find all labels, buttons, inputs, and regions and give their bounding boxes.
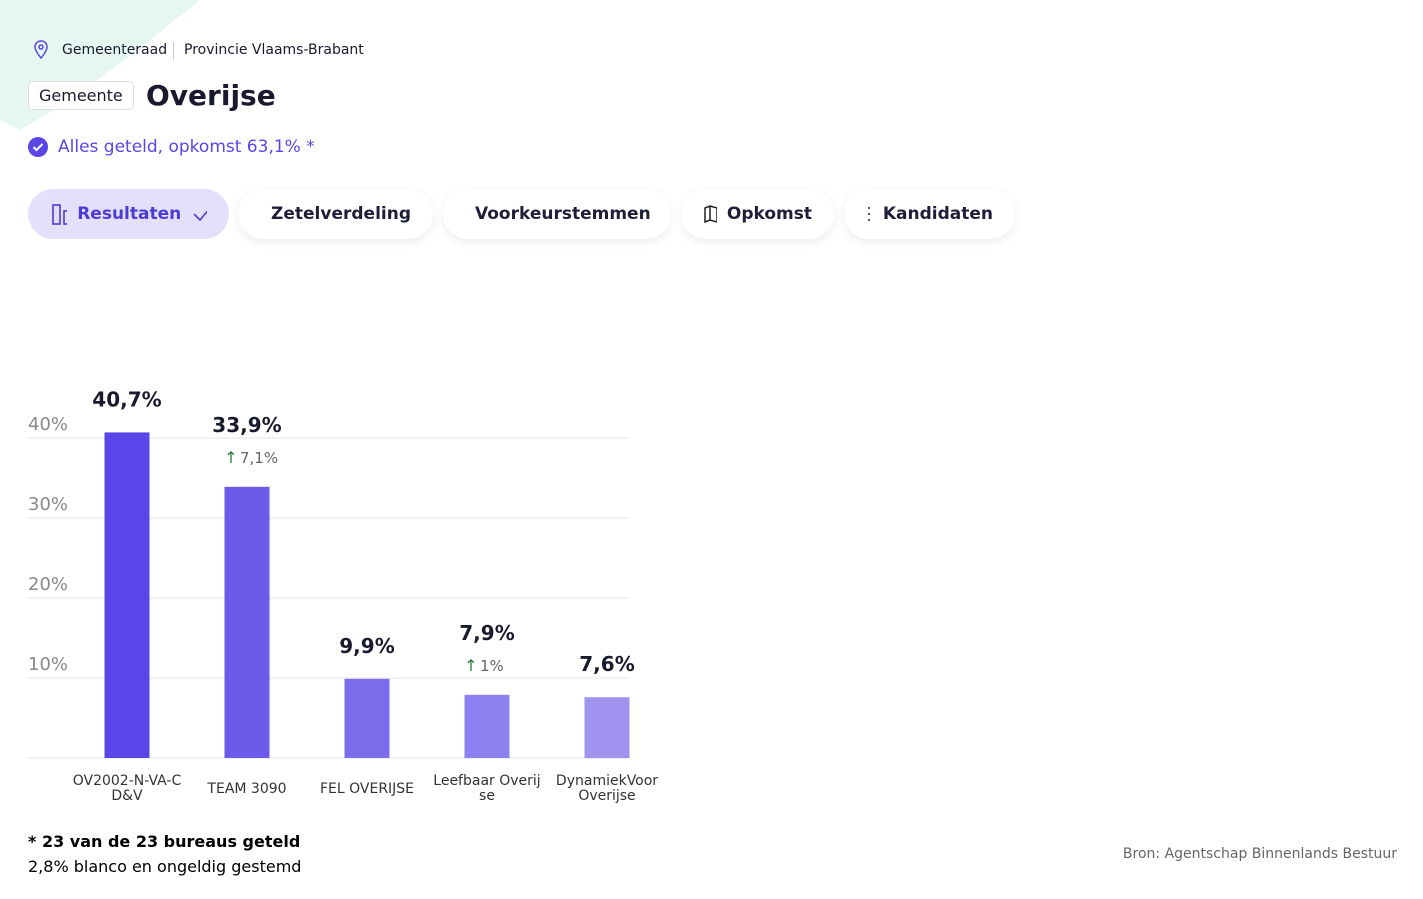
tab-label: Voorkeurstemmen — [475, 204, 651, 224]
tab-icon — [260, 201, 261, 227]
location-icon — [34, 40, 48, 60]
tab[interactable]: Resultaten — [28, 189, 229, 239]
bar — [224, 486, 270, 758]
y-tick-label: 40% — [28, 414, 68, 435]
y-tick-label: 30% — [28, 494, 68, 515]
tab-icon — [52, 204, 68, 225]
tab-label: Resultaten — [77, 204, 182, 224]
x-tick-label: FEL OVERIJSE — [319, 780, 415, 797]
tab[interactable]: Voorkeurstemmen — [443, 189, 671, 239]
change-arrow: ↑ — [464, 656, 477, 675]
bar — [104, 432, 150, 758]
y-tick-label: 10% — [28, 654, 68, 675]
x-tick-label: TEAM 3090 — [207, 780, 287, 797]
x-tick-label: OV2002-N-VA-CD&V — [72, 773, 182, 804]
tab-label: Kandidaten — [882, 204, 993, 224]
x-tick-label: DynamiekVoorOverijse — [555, 773, 659, 804]
change-label: 7,1% — [240, 449, 278, 467]
value-label: 9,9% — [339, 634, 394, 658]
tab[interactable]: Kandidaten — [844, 189, 1015, 239]
title: Overijse — [146, 79, 276, 112]
change: ↑ 1% — [464, 656, 504, 675]
tab-label: Opkomst — [726, 204, 812, 224]
breadcrumb-item: Gemeenteraad — [62, 42, 168, 58]
value-label: 7,6% — [579, 652, 634, 676]
blank-votes: 2,8% blanco en ongeldig gestemd — [28, 857, 302, 876]
footnote: * 23 van de 23 bureaus geteld — [28, 832, 301, 851]
status: Alles geteld, opkomst 63,1% * — [58, 137, 315, 157]
change: ↑ 7,1% — [224, 448, 278, 467]
bar — [344, 678, 390, 758]
check-icon — [28, 137, 48, 157]
change-label: 1% — [480, 657, 504, 675]
decoration — [0, 0, 200, 130]
chart: 10%20%30%40%40,7%↑ 7,1%33,9%9,9%↑ 1%7,9%7,… — [28, 387, 635, 759]
badge: Gemeente — [28, 81, 134, 110]
value-label: 7,9% — [459, 621, 514, 645]
source: Bron: Agentschap Binnenlands Bestuur — [1122, 846, 1397, 862]
change-arrow: ↑ — [224, 448, 237, 467]
value-label: 40,7% — [92, 387, 161, 411]
bar — [584, 697, 630, 758]
separator — [173, 42, 174, 60]
tab[interactable]: Opkomst — [681, 189, 834, 239]
y-tick-label: 20% — [28, 574, 68, 595]
bar — [464, 694, 510, 758]
tab-icon — [704, 205, 717, 224]
active-check — [193, 210, 207, 222]
tab[interactable]: Zetelverdeling — [238, 189, 433, 239]
tab-label: Zetelverdeling — [271, 204, 411, 224]
x-tick-label: Leefbaar Overijse — [433, 773, 541, 804]
breadcrumb-item: Provincie Vlaams-Brabant — [184, 42, 364, 58]
tab-icon — [868, 207, 870, 221]
value-label: 33,9% — [212, 413, 281, 437]
